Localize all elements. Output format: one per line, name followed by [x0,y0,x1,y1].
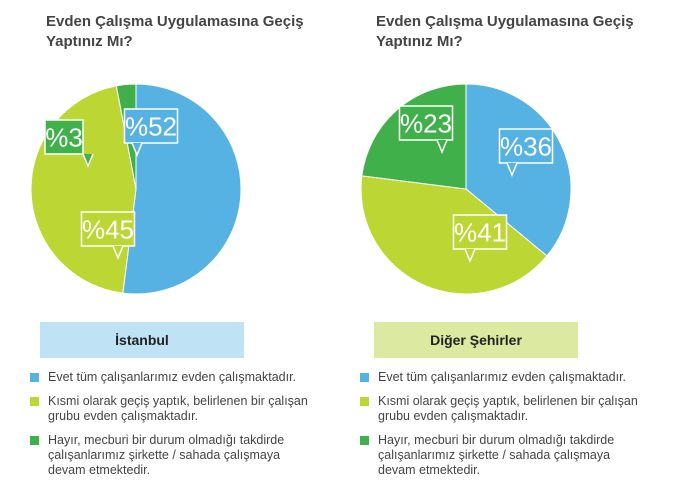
legend-item: Kısmi olarak geçiş yaptık, belirlenen bi… [360,394,650,424]
legend-item: Kısmi olarak geçiş yaptık, belirlenen bi… [30,394,320,424]
chart-title: Evden Çalışma Uygulamasına Geçiş Yaptını… [376,13,634,50]
chart-title: Evden Çalışma Uygulamasına Geçiş Yaptını… [46,13,304,50]
data-label: %36 [500,131,552,161]
data-label: %23 [400,108,452,138]
city-label: Diğer Şehirler [374,322,578,358]
chart-panel-diger-sehirler: Evden Çalışma Uygulamasına Geçiş Yaptını… [342,0,684,504]
legend-swatch [30,373,39,382]
legend-item: Hayır, mecburi bir durum olmadığı takdir… [360,433,650,478]
legend-label: Kısmi olarak geçiş yaptık, belirlenen bi… [378,394,638,423]
data-label-callout: %3 [44,119,94,168]
legend-item: Evet tüm çalışanlarımız evden çalışmakta… [30,370,320,385]
data-label: %45 [82,214,134,244]
legend-label: Hayır, mecburi bir durum olmadığı takdir… [378,433,615,477]
data-label: %52 [125,111,177,141]
legend-swatch [360,373,369,382]
legend: Evet tüm çalışanlarımız evden çalışmakta… [360,370,650,487]
data-label-callout: %52 [123,108,179,157]
pie-slice [465,83,572,257]
data-label-callout: %45 [80,211,136,260]
legend-label: Evet tüm çalışanlarımız evden çalışmakta… [378,370,627,384]
data-label-callout: %41 [452,214,508,263]
legend-label: Evet tüm çalışanlarımız evden çalışmakta… [48,370,297,384]
pie-chart: %36 %41 %23 [360,83,572,295]
chart-panel-istanbul: Evden Çalışma Uygulamasına Geçiş Yaptını… [30,13,320,487]
data-label: %41 [454,217,506,247]
legend-swatch [360,397,369,406]
pie-slice [30,85,137,294]
data-label-callout: %23 [398,105,454,154]
legend-swatch [30,436,39,445]
legend-item: Evet tüm çalışanlarımız evden çalışmakta… [360,370,650,385]
legend-swatch [30,397,39,406]
legend-swatch [360,436,369,445]
legend-item: Hayır, mecburi bir durum olmadığı takdir… [30,433,320,478]
data-label: %3 [45,122,83,152]
city-label: İstanbul [40,322,244,358]
legend-label: Kısmi olarak geçiş yaptık, belirlenen bi… [48,394,308,423]
legend: Evet tüm çalışanlarımız evden çalışmakta… [30,370,320,487]
data-label-callout: %36 [498,128,554,177]
legend-label: Hayır, mecburi bir durum olmadığı takdir… [48,433,285,477]
pie-chart: %52 %45 %3 [30,83,242,295]
